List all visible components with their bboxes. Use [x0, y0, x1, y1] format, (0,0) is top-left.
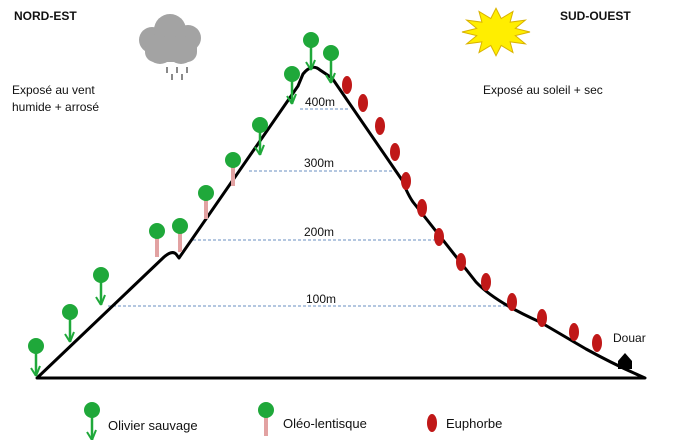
euphorbe-shrub [537, 309, 547, 327]
legend-label-euphorbe: Euphorbe [446, 416, 503, 431]
euphorbe-shrub [401, 172, 411, 190]
altitude-label-400: 400m [305, 95, 336, 109]
mountain-outline [35, 65, 647, 380]
olivier-tree [284, 66, 300, 105]
oleo-lentisque-tree [198, 185, 214, 219]
euphorbe-shrub [481, 273, 491, 291]
legend-olivier-icon [84, 402, 100, 440]
olivier-tree [252, 117, 268, 156]
euphorbe-shrub [342, 76, 352, 94]
euphorbe-shrub [592, 334, 602, 352]
nord-est-description: Exposé au vent humide + arrosé [12, 83, 100, 114]
euphorbe-shrub [569, 323, 579, 341]
euphorbe-shrub [417, 199, 427, 217]
label-sud-ouest: SUD-OUEST [560, 9, 631, 23]
euphorbe-shrub [507, 293, 517, 311]
olivier-tree [303, 32, 319, 71]
oleo-lentisque-tree [149, 223, 165, 257]
legend-label-oleo: Oléo-lentisque [283, 416, 367, 431]
legend-euphorbe-icon [427, 414, 437, 432]
altitude-label-100: 100m [306, 292, 337, 306]
altitude-label-300: 300m [304, 156, 335, 170]
euphorbe-shrub [434, 228, 444, 246]
oleo-lentisque-tree [172, 218, 188, 252]
house-icon [618, 353, 632, 369]
village-label: Douar [613, 331, 646, 345]
olivier-tree [323, 45, 339, 84]
rain-cloud-icon [139, 14, 201, 80]
sun-icon [461, 7, 531, 57]
olivier-tree [93, 267, 109, 306]
olivier-tree [28, 338, 44, 377]
euphorbe-shrub [375, 117, 385, 135]
oleo-lentisque-tree [225, 152, 241, 186]
label-nord-est: NORD-EST [14, 9, 77, 23]
euphorbe-shrub [358, 94, 368, 112]
euphorbe-shrub [390, 143, 400, 161]
sud-ouest-description: Exposé au soleil + sec [483, 83, 603, 97]
olivier-tree [62, 304, 78, 343]
altitude-label-200: 200m [304, 225, 335, 239]
euphorbe-shrub [456, 253, 466, 271]
legend-oleo-icon [258, 402, 274, 436]
legend-label-olivier: Olivier sauvage [108, 418, 198, 433]
